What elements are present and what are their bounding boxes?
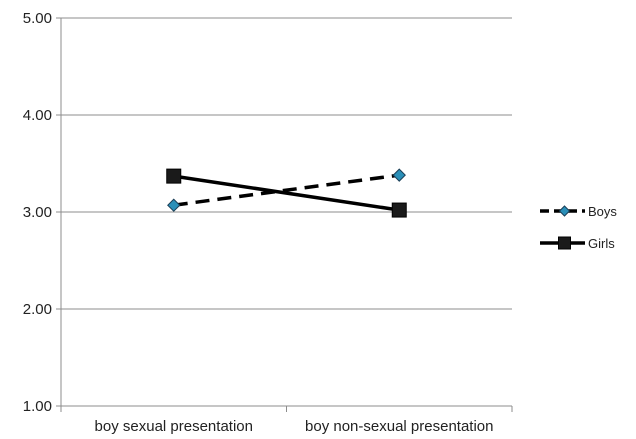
gridlines xyxy=(61,17,512,310)
y-tick-label: 1.00 xyxy=(23,398,52,415)
y-tick-label: 2.00 xyxy=(23,301,52,318)
series-girls xyxy=(166,168,407,218)
series-lines xyxy=(166,168,407,218)
x-tick-label: boy sexual presentation xyxy=(95,418,253,435)
legend-item-boys: Boys xyxy=(540,204,617,219)
legend-item-girls: Girls xyxy=(540,236,615,251)
y-axis-ticks: 1.00 2.00 3.00 4.00 5.00 xyxy=(23,10,61,415)
y-tick-label: 5.00 xyxy=(23,10,52,27)
data-point-diamond xyxy=(558,205,571,217)
legend-label: Girls xyxy=(588,236,615,251)
legend-label: Boys xyxy=(588,204,617,219)
data-point-square xyxy=(391,202,407,218)
y-tick-label: 4.00 xyxy=(23,107,52,124)
series-line xyxy=(173,173,400,207)
legend: Boys Girls xyxy=(540,204,617,251)
data-point-diamond xyxy=(167,198,181,212)
y-tick-label: 3.00 xyxy=(23,204,52,221)
x-tick-label: boy non-sexual presentation xyxy=(305,418,493,435)
data-point-square xyxy=(166,168,182,184)
series-boys xyxy=(167,168,406,212)
data-point-square xyxy=(558,236,571,250)
x-axis-ticks: boy sexual presentation boy non-sexual pr… xyxy=(60,406,513,435)
data-point-diamond xyxy=(392,168,406,182)
series-line xyxy=(173,174,400,212)
